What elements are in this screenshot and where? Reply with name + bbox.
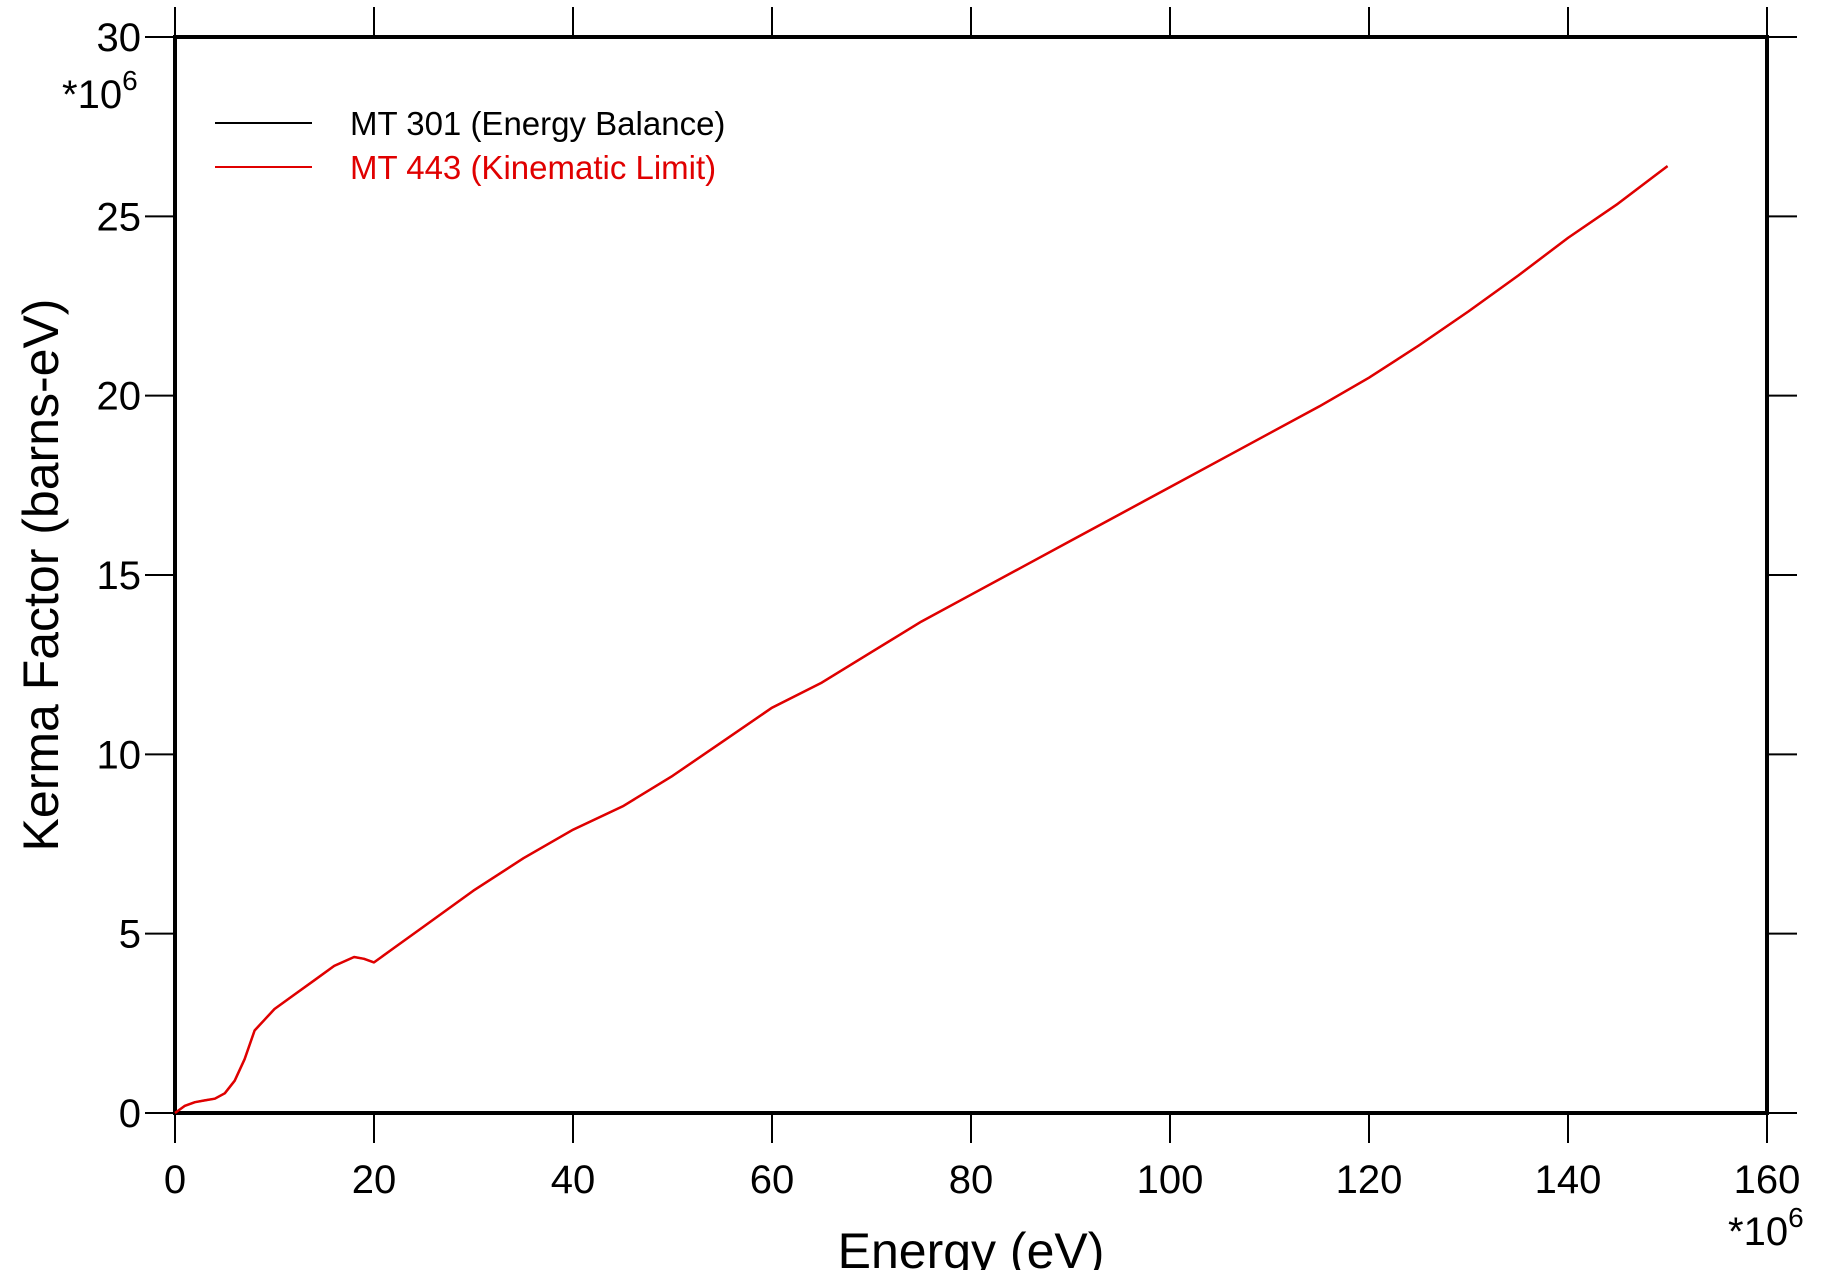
x-tick-label: 20 (352, 1158, 397, 1202)
series-layer (174, 165, 1669, 1115)
series-line-mt443 (174, 165, 1669, 1115)
series-line-mt301 (174, 165, 1669, 1114)
x-tick-label: 0 (164, 1158, 186, 1202)
legend-label-mt443: MT 443 (Kinematic Limit) (350, 149, 716, 186)
y-axis-multiplier: *106 (62, 65, 138, 117)
x-tick-label: 160 (1734, 1158, 1801, 1202)
x-tick-label: 120 (1336, 1158, 1403, 1202)
y-tick-label: 30 (97, 16, 142, 60)
legend: MT 301 (Energy Balance) MT 443 (Kinemati… (215, 105, 725, 186)
x-tick-label: 100 (1137, 1158, 1204, 1202)
axis-ticks (145, 7, 1797, 1143)
y-axis-title: Kerma Factor (barns-eV) (13, 299, 69, 852)
x-tick-label: 140 (1535, 1158, 1602, 1202)
y-tick-label: 10 (97, 733, 142, 777)
y-tick-label: 15 (97, 554, 142, 598)
axis-tick-labels: 0 20 40 60 80 100 120 140 160 0 5 10 15 20 25 30 (97, 16, 1801, 1202)
x-axis-title: Energy (eV) (838, 1223, 1105, 1270)
y-tick-label: 5 (119, 913, 141, 957)
x-tick-label: 60 (750, 1158, 795, 1202)
y-tick-label: 25 (97, 195, 142, 239)
y-tick-label: 20 (97, 375, 142, 419)
x-axis-multiplier: *106 (1728, 1202, 1804, 1254)
legend-label-mt301: MT 301 (Energy Balance) (350, 105, 725, 142)
y-tick-label: 0 (119, 1092, 141, 1136)
x-tick-label: 80 (949, 1158, 994, 1202)
plot-frame (173, 35, 1769, 1115)
x-tick-label: 40 (551, 1158, 596, 1202)
